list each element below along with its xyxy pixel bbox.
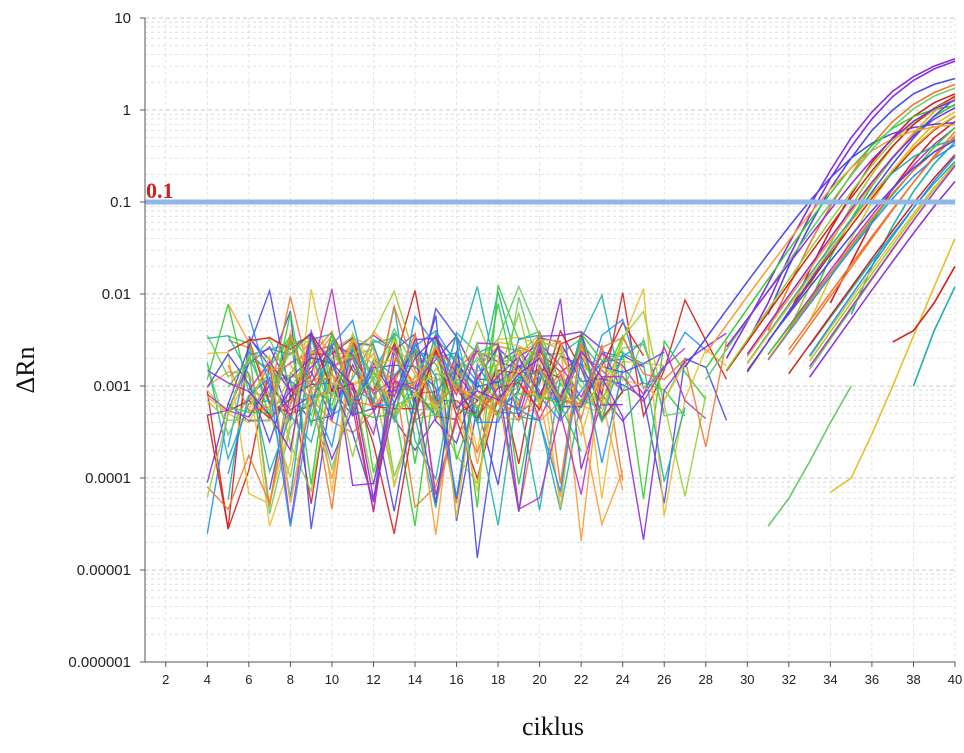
baseline-noise-curve [248,288,686,512]
x-tick-label: 22 [574,672,588,687]
x-tick-label: 16 [449,672,463,687]
baseline-noise-curve [227,303,728,448]
amplification-curve [767,127,956,356]
amplification-curve [912,286,956,387]
baseline-noise-curve [248,339,686,503]
amplification-curve [788,154,956,375]
y-tick-label: 1 [123,102,131,119]
x-tick-label: 2 [162,672,169,687]
x-tick-label: 38 [906,672,920,687]
x-tick-label: 30 [740,672,754,687]
series-layer [206,58,956,558]
baseline-noise-curve [248,314,624,527]
x-tick-labels: 2 4 6 8 10 12 14 16 18 20 22 24 26 28 30 32 34 36 38 40 [162,662,962,687]
x-tick-label: 28 [699,672,713,687]
baseline-noise-curve [206,330,623,541]
amplification-curve [705,104,956,369]
amplification-curve [725,99,956,348]
amplification-curve [808,181,956,378]
y-tick-labels: 10 1 0.1 0.01 0.001 0.0001 0.00001 0.000001 [68,10,145,671]
axis-layer [144,18,955,663]
x-tick-label: 32 [782,672,796,687]
amplification-curve [725,58,956,359]
baseline-noise-curve [227,303,582,452]
x-tick-label: 20 [532,672,546,687]
amplification-curve [808,163,956,358]
amplification-curve [829,238,956,493]
baseline-noise-curve [206,330,603,511]
x-tick-label: 40 [948,672,962,687]
y-tick-label: 0.1 [110,194,131,211]
threshold-label: 0.1 [146,178,174,203]
amplification-curve [705,123,956,354]
baseline-noise-curve [207,334,582,487]
x-tick-label: 26 [657,672,671,687]
x-tick-label: 8 [287,672,294,687]
threshold-layer: 0.1 [145,178,955,205]
x-tick-label: 14 [408,672,422,687]
grid-lines [145,17,956,663]
amplification-curve [892,265,956,343]
amplification-curve [746,94,956,357]
amplification-curve [767,137,956,360]
x-tick-label: 10 [325,672,339,687]
y-tick-label: 0.0001 [85,470,131,487]
x-tick-label: 24 [615,672,629,687]
amplification-curve [767,385,852,527]
baseline-noise-curve [227,314,623,499]
baseline-noise-curve [227,335,603,527]
amplification-curve [746,114,956,365]
amplification-curve [808,160,956,347]
x-tick-label: 12 [366,672,380,687]
amplification-curve [725,95,956,372]
x-tick-label: 6 [245,672,252,687]
x-tick-label: 4 [204,672,211,687]
baseline-noise-curve [206,332,727,540]
x-tick-label: 18 [491,672,505,687]
x-axis-title: ciklus [522,712,584,741]
y-tick-label: 10 [114,10,131,27]
y-tick-label: 0.01 [102,286,131,303]
amplification-curve [746,138,956,364]
amplification-curve [808,156,956,357]
x-tick-label: 34 [823,672,837,687]
amplification-curve [788,134,956,351]
amplification-curve [808,162,956,362]
amplification-curve [808,165,956,367]
amplification-curve [767,139,956,342]
amplification-curve [767,144,956,361]
y-tick-label: 0.001 [93,378,131,395]
y-tick-label: 0.000001 [68,654,131,671]
x-tick-label: 36 [865,672,879,687]
y-tick-label: 0.00001 [77,562,131,579]
y-axis-title: ΔRn [11,346,40,393]
baseline-noise-curve [248,296,561,472]
amplification-curve [767,126,956,355]
